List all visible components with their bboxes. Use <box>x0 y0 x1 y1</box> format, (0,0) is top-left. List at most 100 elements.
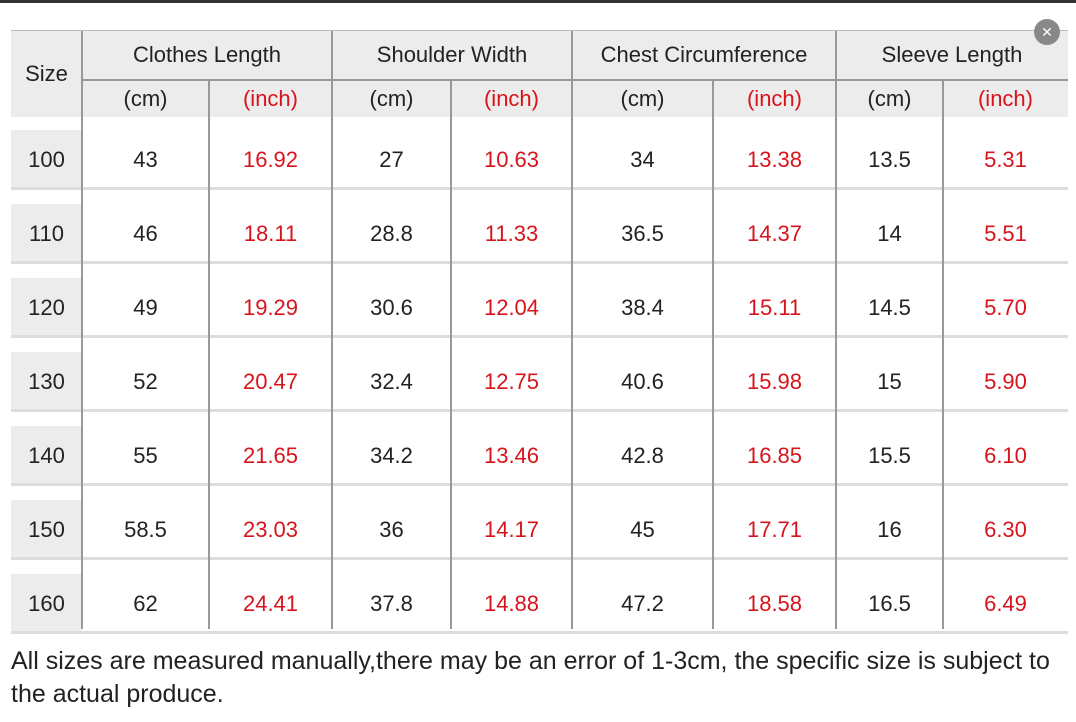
value-cell: 62 <box>133 591 158 616</box>
value-cell: 10.63 <box>483 147 540 172</box>
size-cell: 120 <box>28 295 65 320</box>
value-cell: 5.51 <box>984 221 1027 246</box>
column-divider <box>712 80 714 629</box>
size-cell-bg <box>11 426 82 483</box>
value-cell: 49 <box>133 295 158 320</box>
row-divider <box>11 557 1068 560</box>
row-divider <box>11 261 1068 264</box>
size-header: Size <box>25 61 68 86</box>
value-cell: 16 <box>877 517 902 542</box>
value-cell: 6.30 <box>984 517 1027 542</box>
size-cell-bg <box>11 204 82 261</box>
top-bar <box>0 0 1076 3</box>
column-divider <box>942 80 944 629</box>
size-cell: 140 <box>28 443 65 468</box>
group-header: Chest Circumference <box>600 42 808 67</box>
note: All sizes are measured manually,there ma… <box>11 647 1050 708</box>
size-cell-bg <box>11 278 82 335</box>
value-cell: 15.11 <box>747 295 802 320</box>
row-divider <box>11 187 1068 190</box>
value-cell: 42.8 <box>621 443 664 468</box>
value-cell: 23.03 <box>242 517 299 542</box>
value-cell: 45 <box>630 517 655 542</box>
size-cell: 150 <box>28 517 65 542</box>
value-cell: 30.6 <box>370 295 413 320</box>
value-cell: 5.70 <box>984 295 1027 320</box>
value-cell: 21.65 <box>242 443 299 468</box>
row-divider <box>11 631 1068 634</box>
header-bg <box>11 31 1068 117</box>
value-cell: 27 <box>379 147 404 172</box>
value-cell: 34 <box>630 147 655 172</box>
size-cell: 100 <box>28 147 65 172</box>
column-divider <box>331 31 333 629</box>
value-cell: 13.38 <box>746 147 803 172</box>
header-divider <box>82 79 1068 81</box>
value-cell: 16.85 <box>746 443 803 468</box>
value-cell: 19.29 <box>242 295 299 320</box>
value-cell: 40.6 <box>621 369 664 394</box>
unit-header: (cm) <box>867 85 912 111</box>
value-cell: 14 <box>877 221 902 246</box>
size-cell-bg <box>11 574 82 631</box>
value-cell: 5.31 <box>984 147 1027 172</box>
unit-header: (inch) <box>746 85 802 111</box>
unit-header: (cm) <box>620 85 665 111</box>
value-cell: 38.4 <box>621 295 664 320</box>
size-cell: 160 <box>28 591 65 616</box>
value-cell: 43 <box>133 147 158 172</box>
size-cell: 110 <box>28 221 65 246</box>
column-divider <box>450 80 452 629</box>
value-cell: 28.8 <box>370 221 413 246</box>
column-divider <box>208 80 210 629</box>
value-cell: 18.58 <box>746 591 803 616</box>
value-cell: 14.37 <box>746 221 803 246</box>
value-cell: 17.71 <box>746 517 803 542</box>
value-cell: 32.4 <box>370 369 413 394</box>
value-cell: 47.2 <box>621 591 664 616</box>
value-cell: 15.98 <box>746 369 803 394</box>
value-cell: 6.49 <box>984 591 1027 616</box>
unit-header: (inch) <box>977 85 1033 111</box>
row-divider <box>11 483 1068 486</box>
value-cell: 11.33 <box>484 221 539 246</box>
group-header: Clothes Length <box>133 42 281 67</box>
value-cell: 12.75 <box>483 369 540 394</box>
value-cell: 13.46 <box>483 443 540 468</box>
unit-header: (cm) <box>369 85 414 111</box>
value-cell: 6.10 <box>984 443 1027 468</box>
column-divider <box>571 31 573 629</box>
value-cell: 58.5 <box>124 517 167 542</box>
size-cell-bg <box>11 352 82 409</box>
value-cell: 37.8 <box>370 591 413 616</box>
close-button[interactable]: ✕ <box>1034 19 1060 45</box>
value-cell: 55 <box>133 443 158 468</box>
value-cell: 36 <box>379 517 404 542</box>
size-cell-bg <box>11 130 82 187</box>
size-cell-bg <box>11 500 82 557</box>
value-cell: 24.41 <box>242 591 299 616</box>
size-cell: 130 <box>28 369 65 394</box>
unit-header: (cm) <box>123 85 168 111</box>
value-cell: 16.5 <box>868 591 911 616</box>
value-cell: 12.04 <box>483 295 540 320</box>
value-cell: 15.5 <box>868 443 911 468</box>
value-cell: 14.88 <box>483 591 540 616</box>
column-divider <box>81 31 83 629</box>
group-header: Sleeve Length <box>881 42 1023 67</box>
column-divider <box>835 31 837 629</box>
value-cell: 15 <box>877 369 902 394</box>
row-divider <box>11 335 1068 338</box>
value-cell: 46 <box>133 221 158 246</box>
value-cell: 36.5 <box>621 221 664 246</box>
unit-header: (inch) <box>242 85 298 111</box>
value-cell: 16.92 <box>242 147 299 172</box>
value-cell: 13.5 <box>868 147 911 172</box>
group-header: Shoulder Width <box>376 42 528 67</box>
value-cell: 34.2 <box>370 443 413 468</box>
value-cell: 5.90 <box>984 369 1027 394</box>
row-divider <box>11 409 1068 412</box>
value-cell: 14.17 <box>483 517 540 542</box>
value-cell: 14.5 <box>868 295 911 320</box>
